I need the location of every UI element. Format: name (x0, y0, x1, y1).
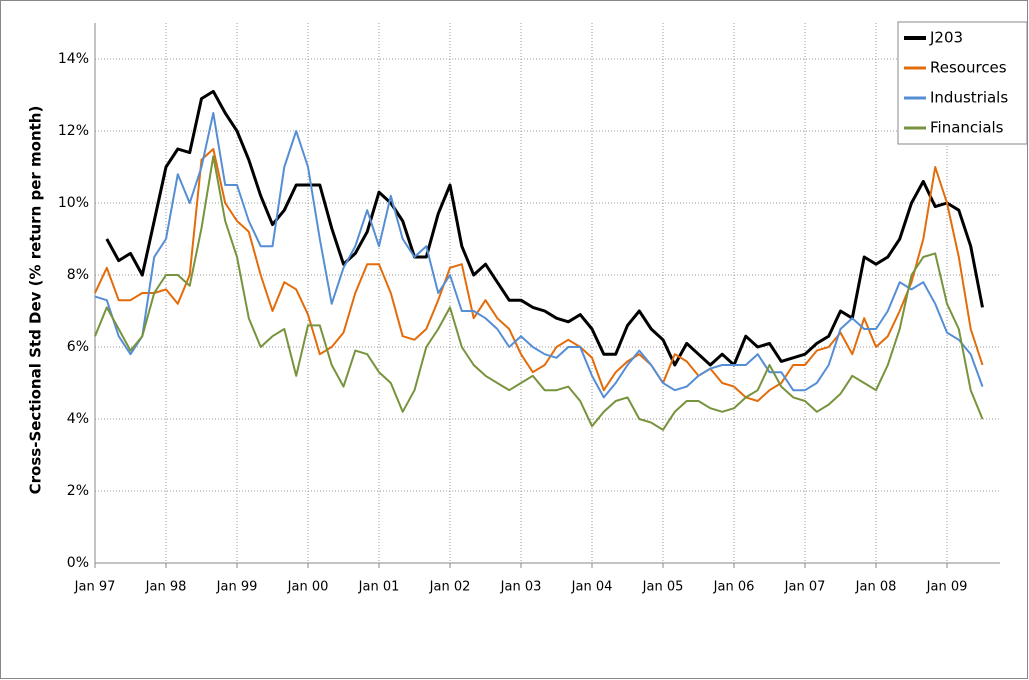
x-tick-label: Jan 01 (358, 580, 400, 595)
x-tick-label: Jan 05 (642, 580, 684, 595)
series-line (94, 148, 984, 402)
x-tick-label: Jan 97 (74, 580, 116, 595)
y-tick-label: 0% (67, 555, 89, 571)
x-tick-label: Jan 99 (216, 580, 258, 595)
series-line (94, 155, 984, 431)
x-tick-label: Jan 00 (287, 580, 329, 595)
x-tick-label: Jan 08 (855, 580, 897, 595)
x-tick-label: Jan 06 (713, 580, 755, 595)
legend-label: Industrials (930, 89, 1008, 107)
y-tick-label: 12% (58, 123, 89, 139)
y-tick-label: 10% (58, 195, 89, 211)
y-tick-label: 6% (67, 339, 89, 355)
y-tick-label: 14% (58, 51, 89, 67)
y-tick-label: 8% (67, 267, 89, 283)
y-axis-label: Cross-Sectional Std Dev (% return per mo… (27, 106, 45, 495)
legend-label: J203 (929, 29, 963, 47)
x-tick-label: Jan 04 (571, 580, 613, 595)
x-tick-label: Jan 07 (784, 580, 826, 595)
x-tick-label: Jan 02 (429, 580, 471, 595)
legend-label: Financials (930, 119, 1004, 137)
y-tick-label: 4% (67, 411, 89, 427)
legend-label: Resources (930, 59, 1007, 77)
series-line (94, 112, 984, 399)
series-line (105, 89, 984, 367)
legend-box (897, 21, 1028, 145)
y-tick-label: 2% (67, 483, 89, 499)
x-tick-label: Jan 09 (926, 580, 968, 595)
x-tick-label: Jan 03 (500, 580, 542, 595)
x-tick-label: Jan 98 (145, 580, 187, 595)
